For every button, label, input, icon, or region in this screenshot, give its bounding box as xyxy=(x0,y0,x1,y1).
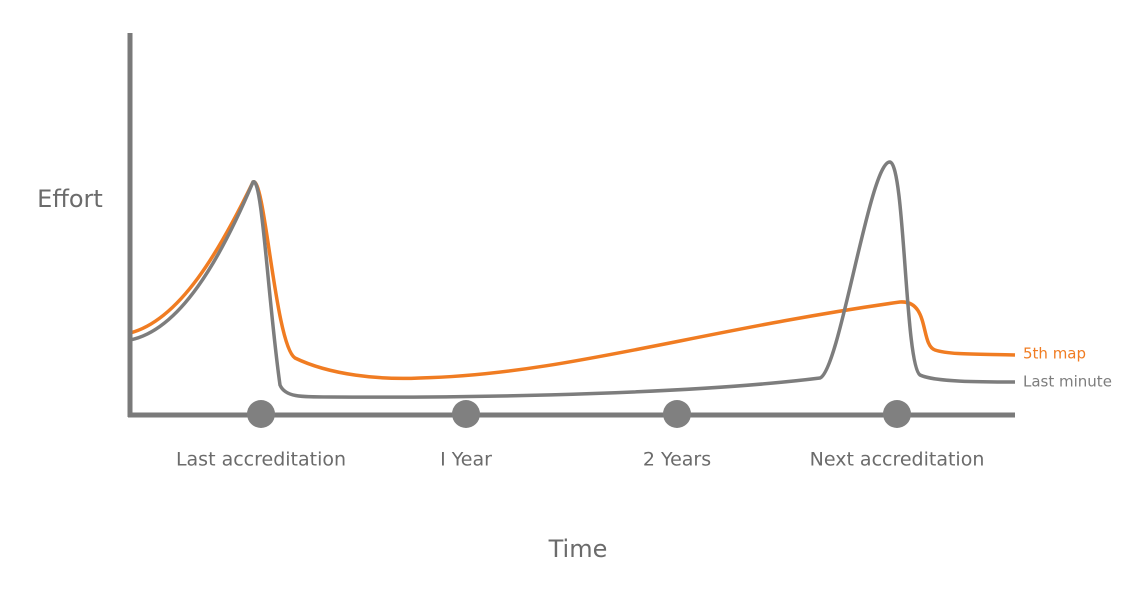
milestone-dot xyxy=(452,400,480,428)
x-axis-title: Time xyxy=(548,535,608,563)
curve-last-minute xyxy=(129,160,1016,399)
milestone-label: 2 Years xyxy=(643,449,711,471)
curve-label: Last minute xyxy=(1023,373,1112,391)
milestone-dot xyxy=(247,400,275,428)
milestone-label: Next accreditation xyxy=(810,449,985,471)
milestone-label: I Year xyxy=(440,449,492,471)
y-axis-title: Effort xyxy=(37,185,103,213)
curve-label: 5th map xyxy=(1023,345,1086,363)
milestone-dot xyxy=(883,400,911,428)
milestone-label: Last accreditation xyxy=(176,449,346,471)
milestone-dot xyxy=(663,400,691,428)
